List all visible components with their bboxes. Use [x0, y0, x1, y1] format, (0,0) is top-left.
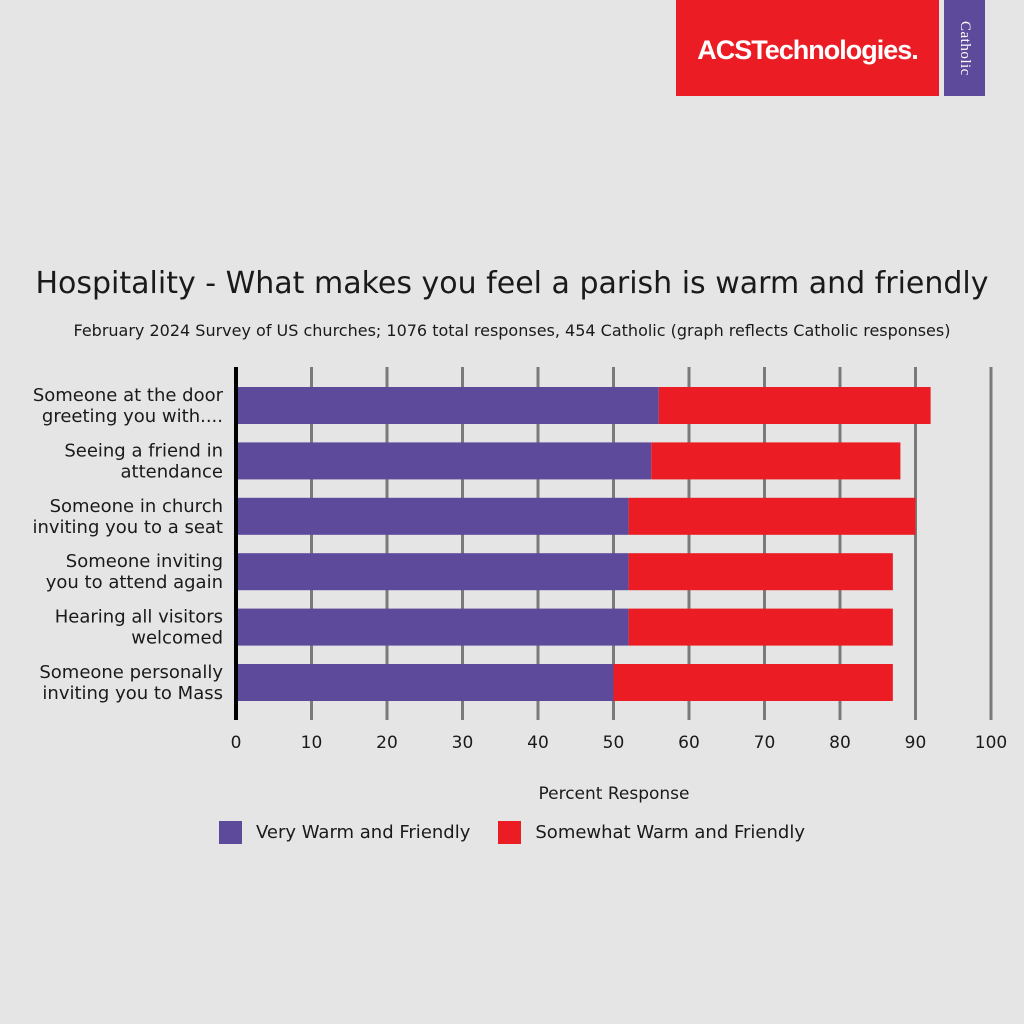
category-label: Someone personally [39, 662, 223, 683]
x-tick-label: 60 [678, 733, 700, 753]
legend-swatch-red [498, 821, 522, 844]
x-tick-label: 40 [527, 733, 549, 753]
category-label: you to attend again [46, 572, 223, 593]
logo-text: ACSTechnologies. [697, 34, 919, 65]
x-tick-label: 0 [231, 733, 242, 753]
category-label: Someone in church [50, 496, 223, 517]
x-tick-label: 100 [975, 733, 1007, 753]
chart-subtitle: February 2024 Survey of US churches; 107… [73, 321, 951, 340]
legend-item-very-warm: Very Warm and Friendly [219, 821, 470, 844]
bar [613, 664, 893, 701]
badge-text: Catholic [957, 20, 973, 76]
catholic-badge: Catholic [944, 0, 985, 96]
bar [628, 608, 893, 646]
category-label: welcomed [131, 628, 223, 649]
acs-technologies-logo: ACSTechnologies. [676, 0, 939, 96]
legend-label: Somewhat Warm and Friendly [535, 822, 805, 843]
chart-title: Hospitality - What makes you feel a pari… [35, 266, 989, 301]
category-label: Seeing a friend in [64, 440, 223, 461]
legend-swatch-purple [219, 821, 242, 844]
x-tick-label: 90 [905, 733, 927, 753]
bar [236, 442, 652, 480]
bar [651, 442, 901, 480]
bar [236, 608, 629, 646]
x-tick-label: 80 [829, 733, 851, 753]
bar [236, 664, 614, 701]
bar [236, 553, 629, 591]
x-axis-label: Percent Response [538, 784, 689, 804]
category-label: inviting you to a seat [32, 517, 223, 538]
x-tick-label: 20 [376, 733, 398, 753]
x-tick-label: 50 [603, 733, 625, 753]
category-label: Hearing all visitors [55, 607, 223, 628]
bar [236, 387, 659, 424]
category-label: attendance [121, 461, 223, 482]
x-tick-label: 70 [754, 733, 776, 753]
legend-item-somewhat-warm: Somewhat Warm and Friendly [498, 821, 805, 844]
x-tick-label: 30 [452, 733, 474, 753]
bar [236, 497, 629, 535]
x-tick-label: 10 [301, 733, 323, 753]
legend-label: Very Warm and Friendly [256, 822, 471, 843]
bar [628, 553, 893, 591]
bar [628, 497, 916, 535]
category-label: greeting you with.... [42, 406, 223, 427]
bar [658, 387, 931, 424]
legend: Very Warm and Friendly Somewhat Warm and… [0, 821, 1024, 844]
category-label: inviting you to Mass [42, 683, 223, 704]
category-label: Someone at the door [33, 385, 224, 406]
category-label: Someone inviting [66, 551, 223, 572]
